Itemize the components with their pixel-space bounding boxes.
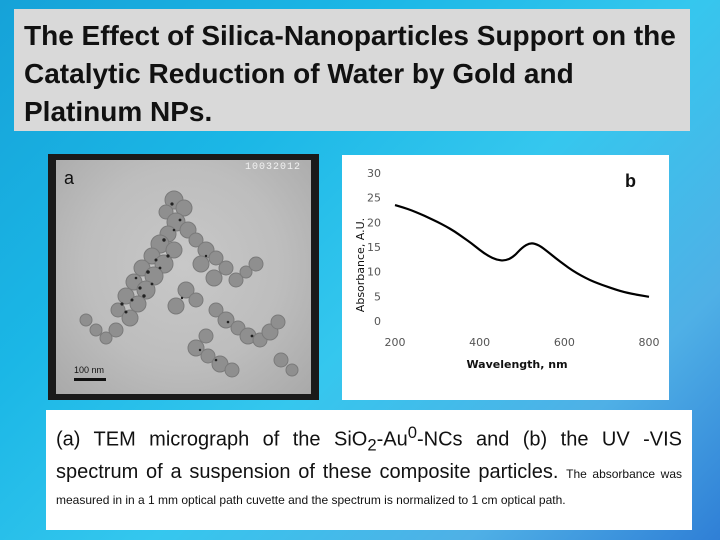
caption-text: (a) TEM micrograph of the SiO2-Au0-NCs a…: [56, 420, 682, 511]
x-tick-label: 800: [639, 336, 660, 349]
absorbance-series-line: [394, 204, 650, 298]
y-tick-label: 30: [367, 167, 381, 180]
title-box: The Effect of Silica-Nanoparticles Suppo…: [14, 9, 690, 131]
y-tick-label: 25: [367, 192, 381, 205]
x-tick-label: 400: [469, 336, 490, 349]
tem-micrograph-image: a 10032012 100 nm: [56, 160, 311, 394]
y-axis-label: Absorbance, A.U.: [354, 218, 367, 312]
x-axis-ticks: 200 400 600 800: [385, 336, 660, 349]
y-tick-label: 20: [367, 216, 381, 229]
tem-scale-label: 100 nm: [74, 365, 105, 375]
caption-note: The absorbance was measured in in a 1 mm…: [56, 466, 682, 507]
y-tick-label: 0: [374, 315, 381, 328]
x-tick-label: 200: [385, 336, 406, 349]
caption-superscript: 0: [407, 423, 417, 442]
y-tick-label: 15: [367, 241, 381, 254]
tem-panel-label: a: [64, 168, 75, 188]
x-axis-label: Wavelength, nm: [466, 358, 567, 371]
absorbance-chart-panel: b 0 5 10 15 20 25 30 200 400 600 800 Absorbance, …: [342, 155, 669, 400]
caption-box: (a) TEM micrograph of the SiO2-Au0-NCs a…: [46, 410, 692, 530]
tem-scale-bar: [74, 378, 106, 381]
y-axis-ticks: 0 5 10 15 20 25 30: [367, 167, 381, 328]
x-tick-label: 600: [554, 336, 575, 349]
tem-image-code: 10032012: [244, 162, 301, 173]
chart-panel-label: b: [625, 171, 636, 191]
caption-part1: (a) TEM micrograph of the SiO: [56, 428, 368, 451]
tem-micrograph-panel: a 10032012 100 nm: [48, 154, 319, 400]
caption-subscript: 2: [367, 435, 377, 455]
absorbance-chart: b 0 5 10 15 20 25 30 200 400 600 800 Absorbance, …: [354, 167, 660, 371]
caption-part3: -NCs and (b) the UV -VIS spectrum of a s…: [56, 428, 682, 483]
y-tick-label: 10: [367, 266, 381, 279]
slide-title: The Effect of Silica-Nanoparticles Suppo…: [24, 20, 676, 127]
y-tick-label: 5: [374, 290, 381, 303]
tem-particle-clusters: [79, 190, 299, 378]
caption-part2: -Au: [376, 428, 408, 451]
